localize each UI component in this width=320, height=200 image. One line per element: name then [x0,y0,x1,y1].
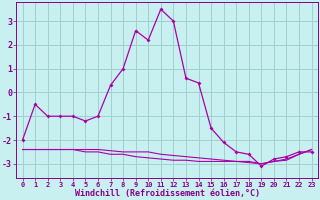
X-axis label: Windchill (Refroidissement éolien,°C): Windchill (Refroidissement éolien,°C) [75,189,260,198]
